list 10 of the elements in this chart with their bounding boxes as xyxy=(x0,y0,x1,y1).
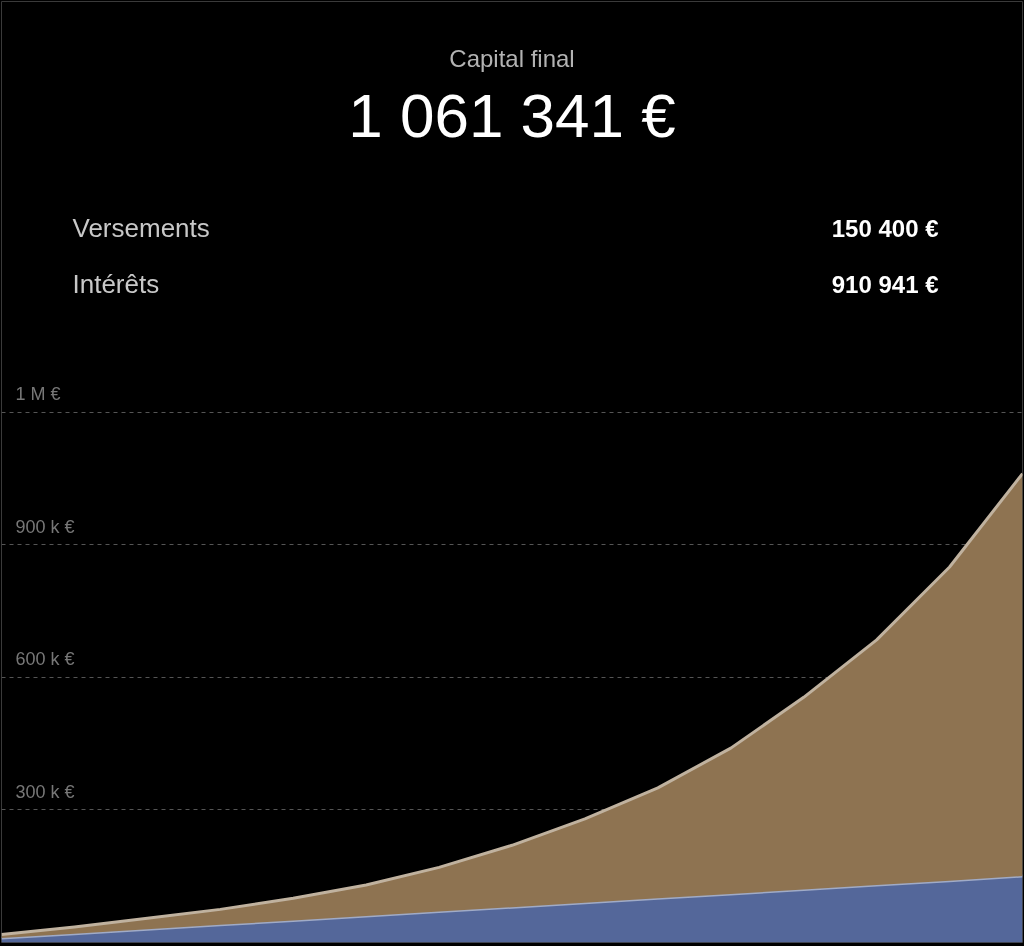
annotation: Versements xyxy=(72,213,210,244)
annotation: Intérêts xyxy=(72,269,160,300)
y-tick-label: 1 M € xyxy=(15,384,61,405)
annotation: 910 941 € xyxy=(831,271,939,299)
y-tick-label: 900 k € xyxy=(15,516,75,537)
text: Capital final xyxy=(449,45,575,73)
y-tick-label: 600 k € xyxy=(15,649,75,670)
text: 1 061 341 € xyxy=(348,81,676,151)
y-tick-label: 300 k € xyxy=(15,781,75,802)
annotation: 150 400 € xyxy=(831,215,939,243)
